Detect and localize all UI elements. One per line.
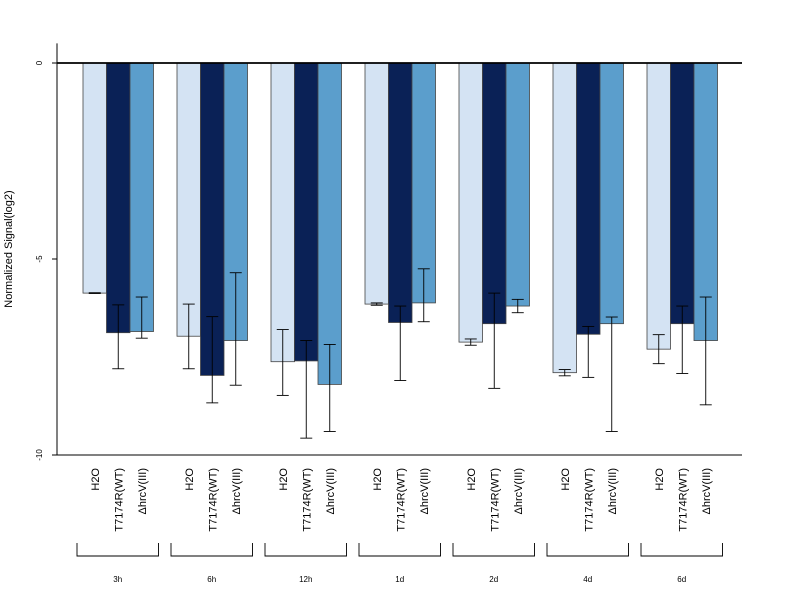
error-bar [370, 302, 383, 306]
bar [129, 62, 154, 332]
bar-label: T7174R(WT) [583, 468, 595, 532]
bar-label: ΔhrcV(III) [137, 468, 149, 514]
bar-label: ΔhrcV(III) [419, 468, 431, 514]
error-bar [135, 296, 148, 339]
group-label: 3h [113, 575, 122, 584]
bar-label: H2O [184, 468, 196, 491]
group-label: 12h [299, 575, 312, 584]
bar [176, 62, 201, 337]
group-bracket [452, 543, 535, 557]
y-tick-label: 0 [35, 60, 44, 65]
bar-label: ΔhrcV(III) [325, 468, 337, 514]
bar-label: H2O [466, 468, 478, 491]
bar-label: T7174R(WT) [489, 468, 501, 532]
error-bar [652, 334, 665, 365]
bar [552, 62, 577, 374]
bar-label: T7174R(WT) [113, 468, 125, 532]
error-bar [605, 316, 618, 432]
bar-label: T7174R(WT) [301, 468, 313, 532]
error-bar [558, 369, 571, 377]
bar-label: ΔhrcV(III) [607, 468, 619, 514]
bar-label: H2O [654, 468, 666, 491]
bar [82, 62, 107, 294]
bar [505, 62, 530, 307]
bar-label: T7174R(WT) [677, 468, 689, 532]
bar-label: ΔhrcV(III) [513, 468, 525, 514]
error-bar [276, 329, 289, 396]
group-bracket [76, 543, 159, 557]
error-bar [182, 303, 195, 370]
bar-label: H2O [560, 468, 572, 491]
error-bar [488, 292, 501, 389]
bar [294, 62, 319, 362]
error-bar [323, 344, 336, 432]
group-label: 2d [489, 575, 498, 584]
bar [106, 62, 131, 334]
error-bar [300, 340, 313, 439]
bar [317, 62, 342, 385]
error-bar [464, 338, 477, 346]
group-bracket [358, 543, 441, 557]
bar [670, 62, 695, 325]
bar-label: T7174R(WT) [395, 468, 407, 532]
y-tick-label: -10 [35, 449, 44, 461]
bar-label: T7174R(WT) [207, 468, 219, 532]
bar-label: ΔhrcV(III) [701, 468, 713, 514]
error-bar [394, 305, 407, 381]
bar-label: H2O [278, 468, 290, 491]
group-label: 1d [395, 575, 404, 584]
bar-label: ΔhrcV(III) [231, 468, 243, 514]
bar [270, 62, 295, 363]
error-bar [676, 305, 689, 374]
group-bracket [264, 543, 347, 557]
bar-label: H2O [90, 468, 102, 491]
error-bars-layer [88, 268, 712, 439]
bar [482, 62, 507, 325]
error-bar [206, 316, 219, 404]
error-bar [699, 296, 712, 406]
error-bar [88, 292, 101, 294]
error-bar [229, 272, 242, 386]
bar-labels-layer: H2O T7174R(WT) ΔhrcV(III) H2O T7174R(WT) Δhrc… [90, 468, 713, 532]
group-bracket [640, 543, 723, 557]
bar [599, 62, 624, 325]
error-bar [112, 304, 125, 370]
error-bar [582, 325, 595, 378]
error-bar [417, 268, 430, 323]
bar [364, 62, 389, 305]
group-bracket [170, 543, 253, 557]
bar [388, 62, 413, 323]
bar [646, 62, 671, 350]
group-bracket [546, 543, 629, 557]
bar-label: H2O [372, 468, 384, 491]
y-axis-label: Normalized Signal(log2) [3, 190, 15, 307]
bar [458, 62, 483, 343]
group-labels-layer: 3h 6h 12h 1d 2d 4d 6d [113, 575, 686, 584]
error-bar [511, 298, 524, 314]
group-label: 6h [207, 575, 216, 584]
bars-layer [82, 62, 718, 385]
bar [411, 62, 436, 304]
group-label: 4d [583, 575, 592, 584]
group-brackets-layer [76, 543, 723, 557]
y-tick-label: -5 [35, 255, 44, 263]
bar [576, 62, 601, 335]
y-ticks-layer: 0 -5 -10 [35, 60, 57, 461]
group-label: 6d [677, 575, 686, 584]
